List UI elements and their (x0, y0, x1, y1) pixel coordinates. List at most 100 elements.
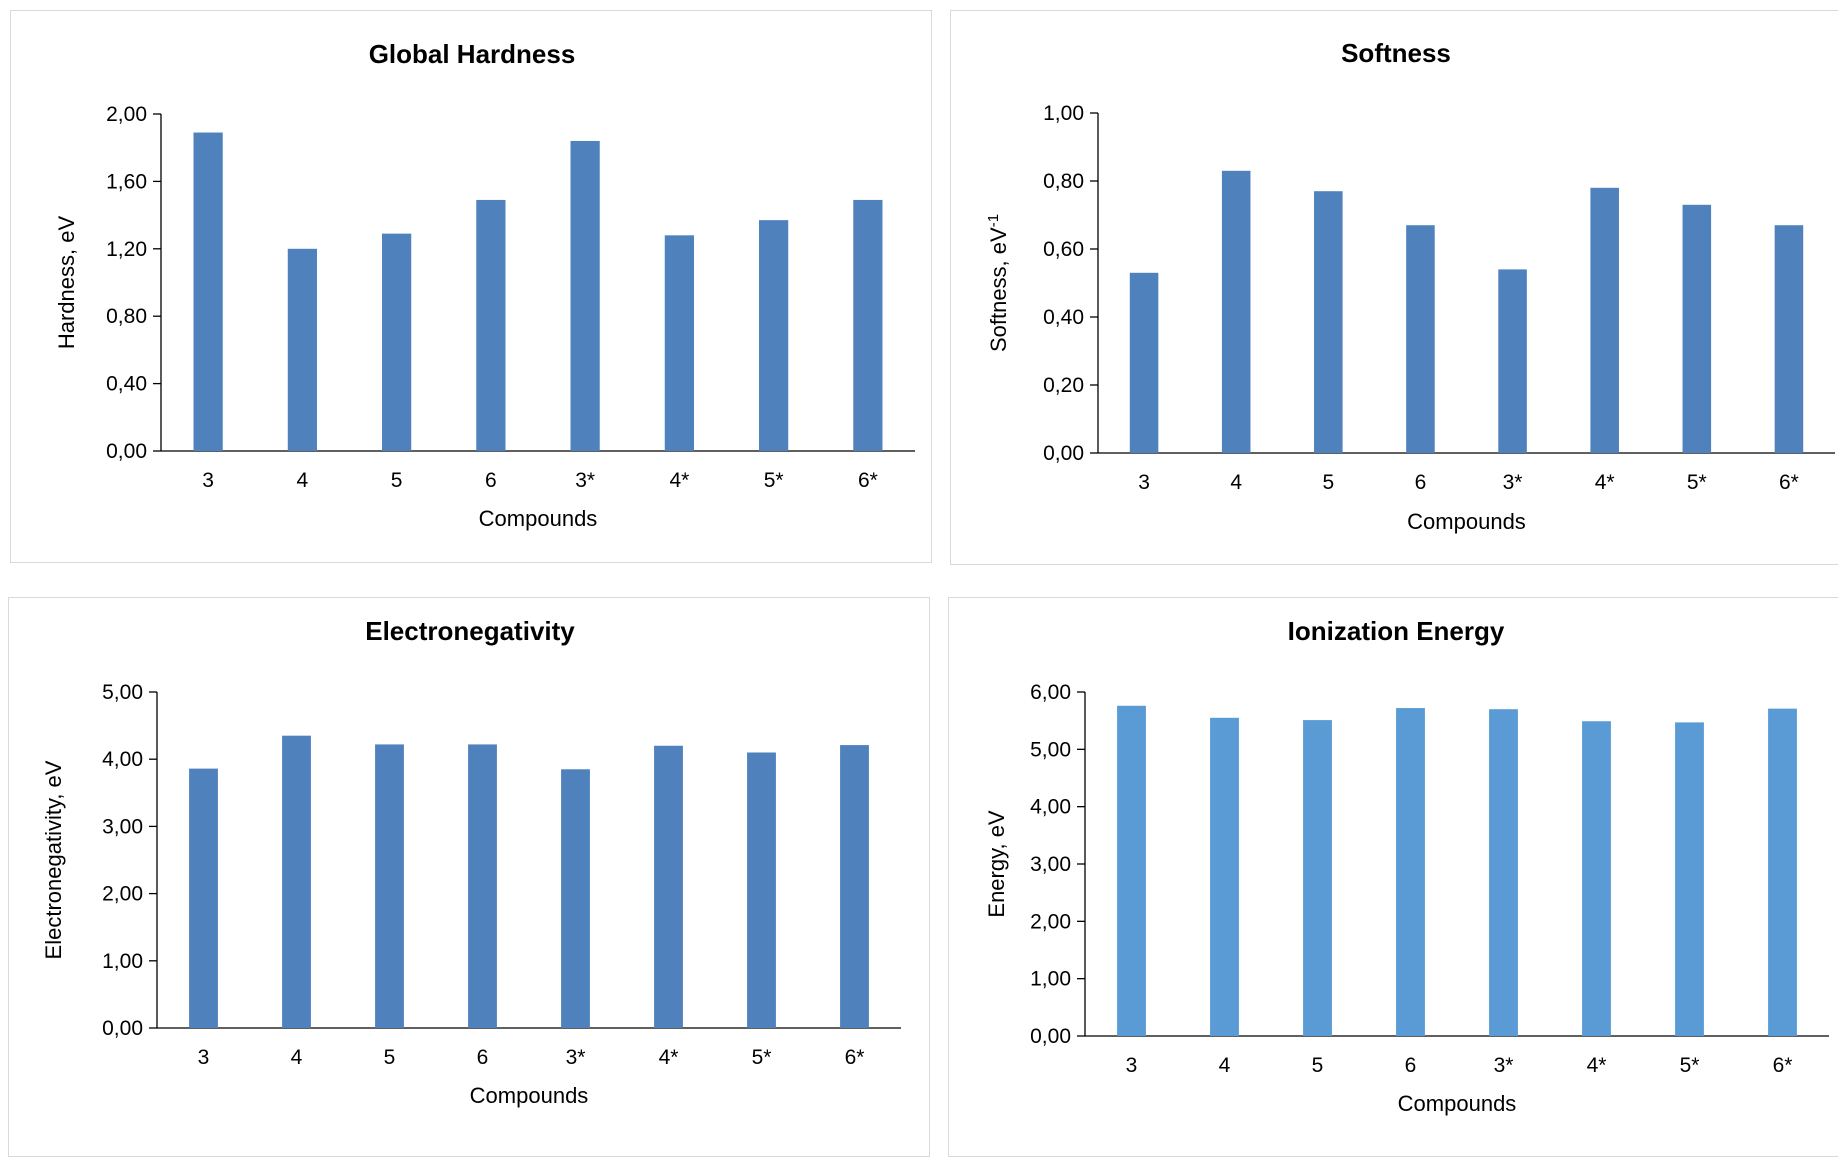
y-tick-label: 6,00 (1030, 681, 1071, 704)
bar (1682, 204, 1712, 453)
x-tick-label: 4 (297, 469, 309, 492)
y-tick-label: 0,40 (1043, 306, 1084, 329)
bar (1117, 705, 1146, 1036)
y-tick-label: 0,40 (106, 373, 147, 396)
bar (747, 752, 776, 1028)
x-tick-label: 3* (575, 469, 595, 492)
bar (1768, 708, 1797, 1036)
y-tick-label: 1,60 (106, 170, 147, 193)
x-tick-label: 5 (1322, 471, 1334, 494)
x-tick-label: 6* (1773, 1054, 1793, 1077)
y-tick-label: 1,20 (106, 238, 147, 261)
chart-global-hardness: Global Hardness 0,00 0,40 0,80 1,20 1,60 2,00 3… (54, 39, 915, 531)
bar (1314, 191, 1343, 453)
bar (476, 199, 506, 451)
y-axis-label-superscript: -1 (985, 214, 1002, 227)
x-tick-label: 5 (1312, 1054, 1324, 1077)
y-tick-label: 0,00 (102, 1017, 143, 1040)
x-tick-label: 6 (485, 469, 497, 492)
y-tick-label: 0,80 (1043, 170, 1084, 193)
chart-title: Global Hardness (369, 39, 576, 69)
bar (664, 235, 694, 451)
bar (1582, 721, 1611, 1036)
x-tick-label: 4 (1219, 1054, 1231, 1077)
chart-title: Softness (1341, 38, 1451, 68)
x-tick-label: 6* (845, 1046, 865, 1069)
y-tick-label: 4,00 (102, 748, 143, 771)
x-tick-label: 5* (752, 1046, 772, 1069)
y-axis-label-text: Energy, eV (984, 810, 1009, 918)
y-axis-label: Hardness, eV (54, 216, 79, 350)
x-axis-label: Compounds (1407, 509, 1526, 534)
x-tick-label: 3* (1503, 471, 1523, 494)
x-tick-label: 6* (1779, 471, 1799, 494)
x-tick-label: 5* (764, 469, 784, 492)
bar (287, 248, 317, 451)
x-tick-label: 5* (1687, 471, 1707, 494)
x-tick-label: 3 (202, 469, 214, 492)
chart-panel-global-hardness: Global Hardness 0,00 0,40 0,80 1,20 1,60 2,00 3… (10, 10, 932, 563)
y-tick-label: 2,00 (102, 883, 143, 906)
chart-electronegativity: Electronegativity 0,00 1,00 2,00 3,00 4,00 5,0… (41, 616, 901, 1108)
y-axis-label-text: Softness, eV (986, 227, 1011, 352)
y-tick-label: 4,00 (1030, 796, 1071, 819)
y-tick-label: 1,00 (102, 950, 143, 973)
y-tick-label: 0,20 (1043, 374, 1084, 397)
x-tick-label: 4 (291, 1046, 303, 1069)
y-axis-label: Energy, eV (984, 810, 1009, 918)
bar (1675, 722, 1704, 1036)
bar (759, 220, 789, 451)
x-axis-label: Compounds (479, 506, 598, 531)
bar (468, 744, 497, 1028)
y-tick-label: 2,00 (1030, 910, 1071, 933)
x-axis-label: Compounds (470, 1083, 589, 1108)
bar (375, 744, 404, 1028)
y-tick-label: 0,80 (106, 305, 147, 328)
x-tick-label: 5 (384, 1046, 396, 1069)
y-tick-label: 3,00 (102, 815, 143, 838)
bar (561, 769, 590, 1028)
y-tick-label: 0,00 (1043, 442, 1084, 465)
bar (282, 735, 311, 1028)
chart-panel-softness: Softness 0,00 0,20 0,40 0,60 0,80 1,00 3 4 5 6 3* 4*… (950, 10, 1838, 565)
x-tick-label: 6 (477, 1046, 489, 1069)
x-tick-label: 3* (566, 1046, 586, 1069)
chart-title: Ionization Energy (1288, 616, 1505, 646)
x-tick-label: 3 (198, 1046, 210, 1069)
y-tick-label: 5,00 (1030, 738, 1071, 761)
bar (1774, 225, 1804, 453)
x-tick-label: 6* (858, 469, 878, 492)
x-axis-label: Compounds (1398, 1091, 1517, 1116)
chart-title: Electronegativity (365, 616, 575, 646)
bar (853, 199, 883, 451)
bar (1590, 187, 1619, 454)
x-tick-label: 4 (1230, 471, 1242, 494)
bar (193, 132, 223, 451)
y-axis-label-text: Hardness, eV (54, 216, 79, 350)
bar (1396, 708, 1425, 1036)
y-tick-label: 1,00 (1043, 102, 1084, 125)
x-tick-label: 5 (391, 469, 403, 492)
chart-panel-electronegativity: Electronegativity 0,00 1,00 2,00 3,00 4,00 5,0… (8, 597, 930, 1157)
x-tick-label: 4* (659, 1046, 679, 1069)
x-tick-label: 3 (1138, 471, 1150, 494)
bar (1303, 720, 1332, 1036)
y-tick-label: 0,00 (1030, 1025, 1071, 1048)
bar (1221, 170, 1251, 454)
chart-panel-ionization-energy: Ionization Energy 0,00 1,00 2,00 3,00 4,00 5,0… (948, 597, 1838, 1157)
x-tick-label: 5* (1680, 1054, 1700, 1077)
x-tick-label: 3* (1494, 1054, 1514, 1077)
chart-softness: Softness 0,00 0,20 0,40 0,60 0,80 1,00 3 4 5 6 3* 4*… (985, 38, 1835, 534)
bar (840, 745, 869, 1028)
bar (1498, 269, 1527, 453)
y-axis-label-text: Electronegativity, eV (41, 760, 66, 959)
bar (1129, 272, 1159, 453)
y-tick-label: 3,00 (1030, 853, 1071, 876)
bar (654, 745, 683, 1028)
bar (189, 768, 218, 1028)
bar (1489, 709, 1518, 1036)
y-axis-label: Softness, eV-1 (985, 214, 1011, 352)
y-tick-label: 0,00 (106, 440, 147, 463)
x-tick-label: 6 (1415, 471, 1427, 494)
bar (570, 140, 600, 451)
